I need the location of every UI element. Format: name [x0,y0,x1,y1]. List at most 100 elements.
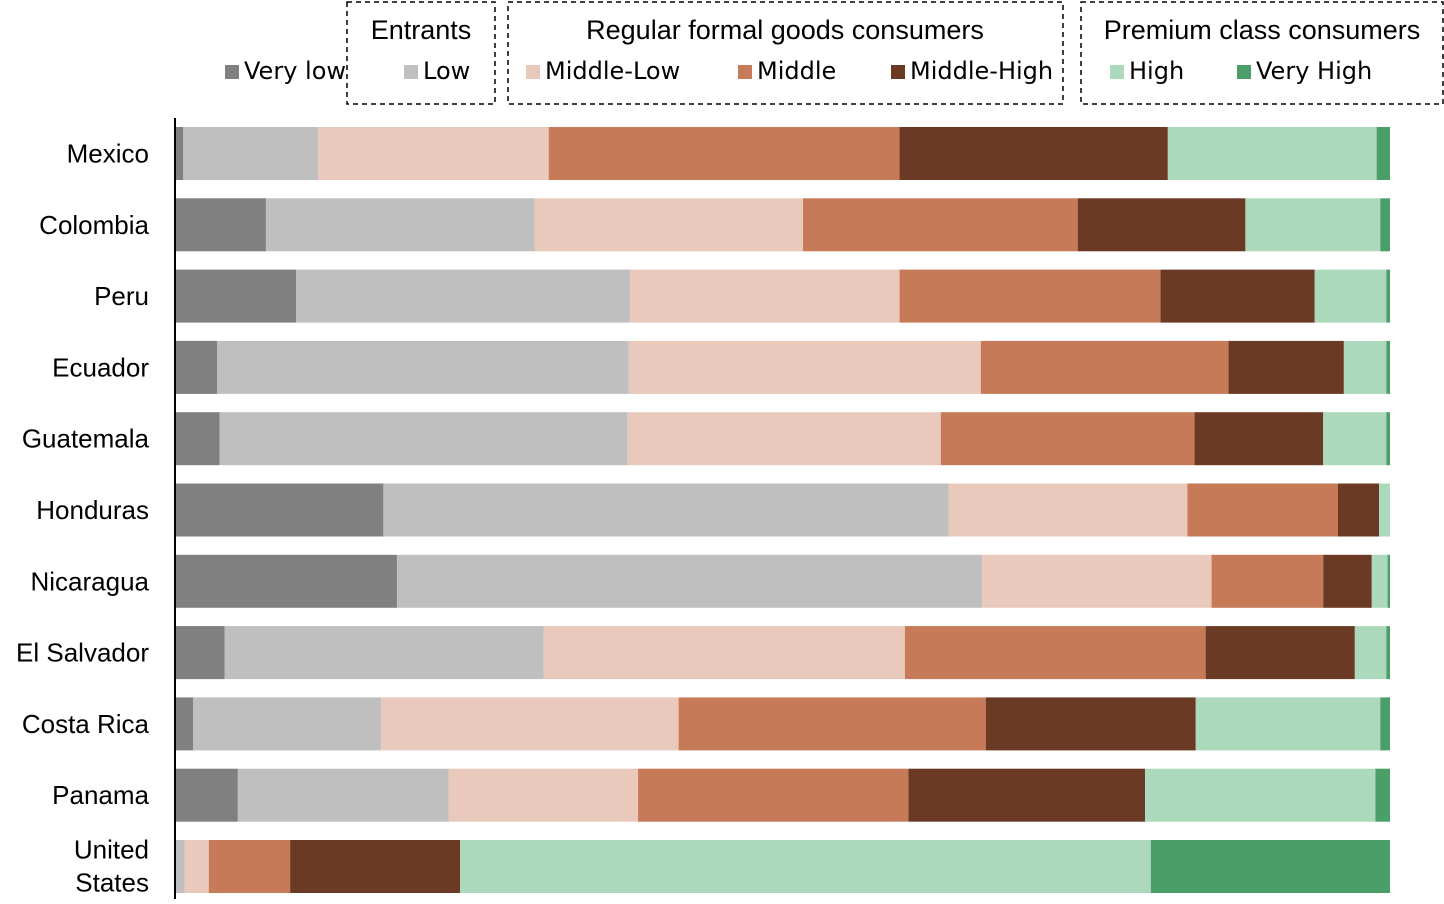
bar-united-states-middle-high [290,840,461,893]
bar-honduras-middle-high [1337,483,1380,537]
bar-colombia-low [265,198,535,252]
legend-group-regular-formal-goods-consumers: Regular formal goods consumers [507,1,1064,105]
bar-costa-rica-middle [678,697,986,751]
bar-panama-very-low [176,768,238,822]
bar-row-colombia [176,198,1390,252]
bar-peru-middle-high [1160,269,1315,323]
bar-row-ecuador [176,340,1390,394]
bar-ecuador-very-low [176,340,218,394]
legend-group-border-entrants [346,1,496,105]
bar-row-panama [176,768,1390,822]
category-label-costa-rica: Costa Rica [22,709,150,739]
bar-colombia-middle [803,198,1078,252]
legend-group-premium-class-consumers: Premium class consumers [1080,1,1444,105]
legend-label-middle: Middle [757,57,836,85]
bar-costa-rica-very-low [176,697,193,751]
bar-row-peru [176,269,1390,323]
legend-label-low: Low [423,57,470,85]
bar-row-nicaragua [176,554,1390,608]
bar-peru-middle [899,269,1161,323]
bar-el-salvador-middle-low [543,626,905,680]
legend-group-title-regular-formal-goods-consumers: Regular formal goods consumers [586,15,984,45]
bar-costa-rica-high [1195,697,1381,751]
bar-mexico-high [1167,127,1377,180]
category-label-ecuador: Ecuador [52,352,149,382]
bar-el-salvador-very-low [176,626,225,680]
legend-label-very-high: Very High [1256,57,1372,85]
bar-costa-rica-very-high [1380,697,1390,751]
bars [176,127,1390,893]
bar-peru-very-high [1386,269,1390,323]
bar-mexico-very-high [1376,127,1390,180]
bar-row-guatemala [176,412,1390,466]
bar-row-united-states [176,840,1390,893]
legend-item-very-high: Very High [1237,57,1372,85]
bar-united-states-very-high [1150,840,1390,893]
legend-swatch-very-low [225,65,239,79]
bar-row-costa-rica [176,697,1390,751]
bar-nicaragua-very-low [176,554,397,608]
bar-mexico-low [183,127,319,180]
legend-group-border-regular-formal-goods-consumers [507,1,1064,105]
bar-panama-middle [638,768,909,822]
legend-group-border-premium-class-consumers [1080,1,1444,105]
bar-united-states-middle [208,840,291,893]
category-label-honduras: Honduras [36,495,149,525]
bar-ecuador-very-high [1386,340,1390,394]
bar-panama-middle-low [448,768,639,822]
bar-colombia-middle-high [1077,198,1246,252]
category-label-el-salvador: El Salvador [16,638,149,668]
bar-ecuador-middle-high [1228,340,1344,394]
bar-el-salvador-low [224,626,544,680]
bar-guatemala-middle-low [627,412,941,466]
bar-el-salvador-very-high [1386,626,1390,680]
bar-ecuador-low [217,340,629,394]
legend-swatch-middle-high [891,65,905,79]
legend-swatch-high [1110,65,1124,79]
bar-costa-rica-middle-low [381,697,679,751]
bar-guatemala-middle [940,412,1195,466]
bar-colombia-middle-low [534,198,804,252]
bar-mexico-middle-low [318,127,549,180]
bar-peru-middle-low [630,269,900,323]
bar-panama-low [237,768,449,822]
bar-panama-very-high [1375,768,1390,822]
bar-mexico-middle [548,127,900,180]
legend-item-middle-high: Middle-High [891,57,1053,85]
category-label-colombia: Colombia [39,210,149,240]
bar-honduras-low [383,483,949,537]
legend-item-middle: Middle [738,57,836,85]
legend-swatch-middle [738,65,752,79]
legend-swatch-low [404,65,418,79]
category-label-nicaragua: Nicaragua [30,566,149,596]
bar-guatemala-middle-high [1194,412,1324,466]
category-label-mexico: Mexico [67,139,149,169]
bar-colombia-very-high [1380,198,1390,252]
bar-nicaragua-low [396,554,983,608]
legend-item-middle-low: Middle-Low [526,57,680,85]
legend-label-middle-low: Middle-Low [545,57,680,85]
bar-guatemala-high [1323,412,1387,466]
bar-honduras-high [1379,483,1390,537]
bar-peru-very-low [176,269,297,323]
bar-el-salvador-middle-high [1205,626,1355,680]
bar-colombia-high [1245,198,1381,252]
legend-item-very-low: Very low [225,57,346,85]
bar-row-el-salvador [176,626,1390,680]
legend-item-high: High [1110,57,1184,85]
bar-ecuador-middle-low [628,340,981,394]
bar-nicaragua-middle [1211,554,1324,608]
legend-label-middle-high: Middle-High [910,57,1053,85]
bar-guatemala-low [219,412,628,466]
bar-el-salvador-high [1354,626,1387,680]
bar-guatemala-very-low [176,412,220,466]
legend-group-title-premium-class-consumers: Premium class consumers [1104,15,1421,45]
bar-honduras-middle [1187,483,1338,537]
bar-united-states-high [460,840,1151,893]
legend-swatch-very-high [1237,65,1251,79]
bar-peru-high [1314,269,1387,323]
bar-nicaragua-very-high [1387,554,1390,608]
bar-mexico-middle-high [899,127,1168,180]
